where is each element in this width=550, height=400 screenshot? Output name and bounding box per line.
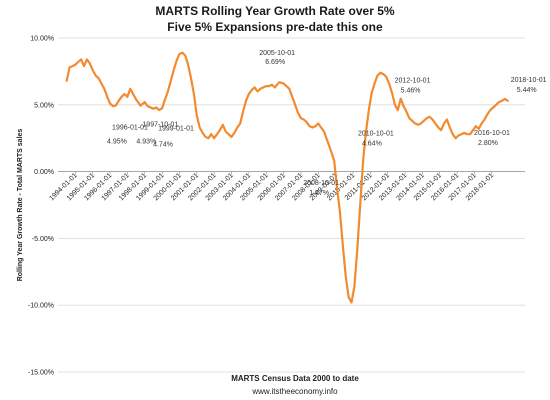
y-axis-tick-labels: 10.00% 5.00% 0.00% -5.00% -10.00% -15.00%	[28, 36, 54, 377]
annotation-value: 5.46%	[401, 88, 421, 95]
x-axis-label: MARTS Census Data 2000 to date	[231, 374, 359, 383]
annotation-value: 6.69%	[265, 59, 285, 66]
annotation-date: 1999-01-01	[158, 125, 194, 132]
annotations: 1996-01-01 4.95% 1997-10-01 4.93%1999-01-01…	[107, 50, 547, 197]
y-tick-label: 0.00%	[34, 169, 54, 176]
annotation-value: 5.44%	[517, 87, 537, 94]
annotation-date: 1996-01-01	[112, 124, 148, 131]
annotation-date: 2005-10-01	[259, 50, 295, 57]
x-axis-tick-labels: 1994-01-011995-01-011996-01-011997-01-01…	[48, 171, 495, 202]
y-axis-label: Rolling Year Growth Rate - Total MARTS s…	[17, 129, 24, 282]
annotation-date: 1997-10-01	[142, 122, 178, 129]
annotation-date: 2012-10-01	[395, 78, 431, 85]
chart-title: MARTS Rolling Year Growth Rate over 5%	[155, 4, 394, 18]
source-label: www.itstheeconomy.info	[251, 387, 338, 396]
annotation-value: 1.47%	[309, 190, 329, 197]
annotation-value: 4.64%	[362, 141, 382, 148]
y-tick-label: 5.00%	[34, 102, 54, 109]
annotation-value: 4.93%	[136, 139, 156, 146]
annotation-date: 2016-10-01	[474, 130, 510, 137]
y-tick-label: 10.00%	[30, 36, 54, 43]
annotation-value: 4.74%	[153, 141, 173, 148]
series-lines	[65, 51, 509, 304]
series-line	[65, 51, 509, 304]
annotation-date: 2018-10-01	[511, 77, 547, 84]
annotation-date: 2008-10-01	[303, 180, 339, 187]
annotation-value: 2.80%	[478, 140, 498, 147]
grid-lines	[58, 37, 525, 373]
annotation-value: 4.95%	[107, 138, 127, 145]
y-tick-label: -5.00%	[32, 236, 54, 243]
annotation-date: 2010-10-01	[358, 131, 394, 138]
y-tick-label: -15.00%	[28, 370, 54, 377]
chart-subtitle: Five 5% Expansions pre-date this one	[167, 20, 383, 34]
y-tick-label: -10.00%	[28, 303, 54, 310]
